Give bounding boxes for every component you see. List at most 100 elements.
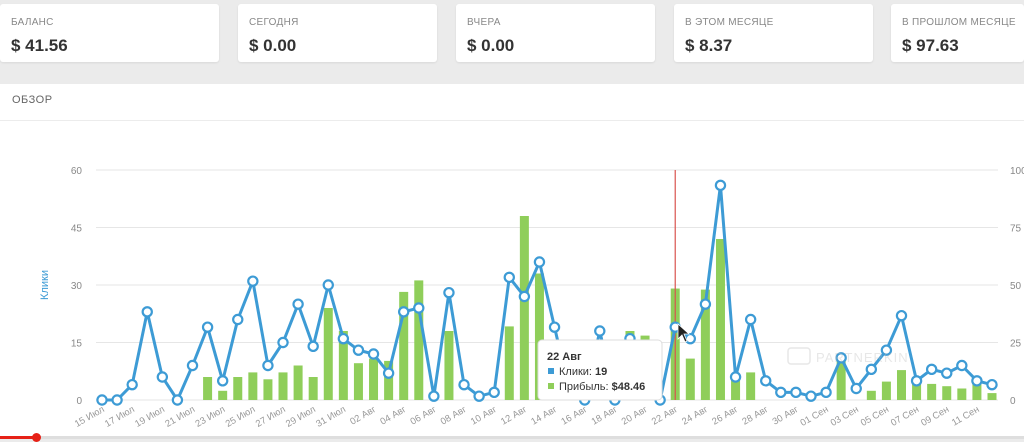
clicks-point	[201, 321, 214, 333]
clicks-point	[820, 386, 832, 399]
stat-value: $ 0.00	[249, 36, 297, 55]
x-tick-label: 23 Июл	[194, 404, 228, 430]
stat-card-today: СЕГОДНЯ $ 0.00	[238, 4, 437, 62]
stat-label: ВЧЕРА	[467, 17, 501, 28]
clicks-point	[986, 378, 998, 391]
mouse-cursor-icon	[677, 323, 691, 343]
bar-profit	[881, 381, 891, 400]
x-tick-label: 21 Июл	[163, 404, 197, 430]
legend-swatch-profit	[548, 383, 554, 389]
clicks-point	[397, 306, 410, 318]
clicks-point	[126, 378, 138, 391]
x-tick-label: 31 Июл	[314, 404, 348, 430]
bar-profit	[399, 291, 409, 400]
bar-profit	[987, 393, 997, 400]
clicks-point	[322, 279, 334, 291]
clicks-point	[895, 309, 908, 322]
legend-swatch-clicks	[548, 368, 554, 374]
x-tick-label: 22 Авг	[650, 404, 680, 428]
clicks-point	[880, 344, 893, 356]
clicks-point	[684, 332, 697, 345]
bar-profit	[746, 372, 756, 400]
bar-profit	[353, 363, 363, 400]
x-tick-label: 04 Авг	[378, 404, 408, 428]
clicks-point	[307, 340, 319, 353]
bar-profit	[685, 358, 695, 400]
clicks-point	[96, 394, 108, 406]
y2-tick-label: 75	[1010, 224, 1022, 235]
bar-profit	[731, 377, 741, 400]
clicks-point	[503, 271, 515, 284]
tooltip-profit: Прибыль: $48.46	[559, 381, 645, 393]
clicks-point	[729, 371, 742, 383]
video-progress-handle[interactable]	[31, 433, 41, 442]
bar-profit	[942, 386, 952, 400]
bar-profit	[308, 377, 318, 400]
tooltip-date: 22 Авг	[547, 351, 582, 363]
stat-card-last-month: В ПРОШЛОМ МЕСЯЦЕ $ 97.63	[891, 4, 1024, 62]
x-tick-label: 30 Авг	[771, 404, 801, 428]
tooltip-clicks: Клики: 19	[559, 366, 607, 378]
clicks-point	[262, 359, 274, 372]
x-tick-label: 26 Авг	[710, 404, 740, 428]
bar-profit	[700, 289, 710, 400]
clicks-point	[548, 321, 561, 333]
clicks-point	[488, 386, 500, 399]
bar-profit	[293, 365, 303, 400]
clicks-point	[473, 390, 485, 402]
clicks-point	[518, 290, 531, 303]
clicks-point	[533, 256, 546, 268]
bar-profit	[896, 370, 906, 400]
clicks-point	[337, 332, 350, 345]
x-tick-label: 02 Авг	[348, 404, 378, 428]
video-progress-bar[interactable]	[0, 433, 1024, 442]
tooltip-box	[537, 339, 663, 401]
bar-profit	[263, 379, 273, 400]
stat-card-this-month: В ЭТОМ МЕСЯЦЕ $ 8.37	[674, 4, 873, 62]
clicks-point	[760, 375, 772, 387]
clicks-point	[850, 382, 862, 395]
bar-profit	[504, 326, 514, 400]
clicks-point	[744, 313, 757, 326]
x-tick-label: 17 Июл	[103, 404, 137, 430]
clicks-point	[111, 394, 123, 406]
x-tick-label: 16 Авг	[559, 404, 589, 428]
clicks-point	[232, 313, 244, 326]
x-tick-label: 11 Сен	[950, 404, 981, 428]
clicks-point	[835, 352, 847, 364]
bar-profit	[972, 381, 982, 400]
x-tick-label: 10 Авг	[469, 404, 499, 428]
clicks-point	[910, 375, 923, 387]
x-tick-label: 25 Июл	[224, 404, 258, 430]
clicks-point	[216, 375, 229, 387]
x-tick-label: 08 Авг	[439, 404, 469, 428]
watermark-icon	[787, 347, 811, 365]
clicks-point	[790, 386, 802, 399]
stat-label: БАЛАНС	[11, 17, 54, 28]
x-tick-label: 18 Авг	[590, 404, 620, 428]
x-tick-label: 29 Июл	[284, 404, 318, 430]
bar-profit	[369, 358, 379, 400]
bar-profit	[912, 377, 922, 400]
clicks-point	[971, 375, 983, 387]
clicks-point	[277, 336, 289, 349]
x-tick-label: 07 Сен	[889, 404, 921, 429]
stat-value: $ 97.63	[902, 36, 959, 55]
bar-profit	[414, 280, 424, 400]
bar-profit	[203, 377, 213, 400]
clicks-point	[186, 359, 199, 372]
stat-card-yesterday: ВЧЕРА $ 0.00	[456, 4, 655, 62]
x-tick-label: 28 Авг	[740, 404, 770, 428]
clicks-point	[292, 298, 304, 310]
x-tick-label: 12 Авг	[499, 404, 529, 428]
clicks-point	[428, 390, 440, 402]
x-tick-label: 05 Сен	[859, 404, 891, 429]
clicks-point	[171, 394, 184, 406]
y2-tick-label: 25	[1010, 339, 1022, 350]
clicks-point	[352, 344, 365, 356]
stat-label: В ПРОШЛОМ МЕСЯЦЕ	[902, 17, 1016, 28]
y-axis-label: Клики	[39, 270, 51, 300]
bar-profit	[519, 216, 529, 400]
clicks-point	[941, 367, 953, 379]
